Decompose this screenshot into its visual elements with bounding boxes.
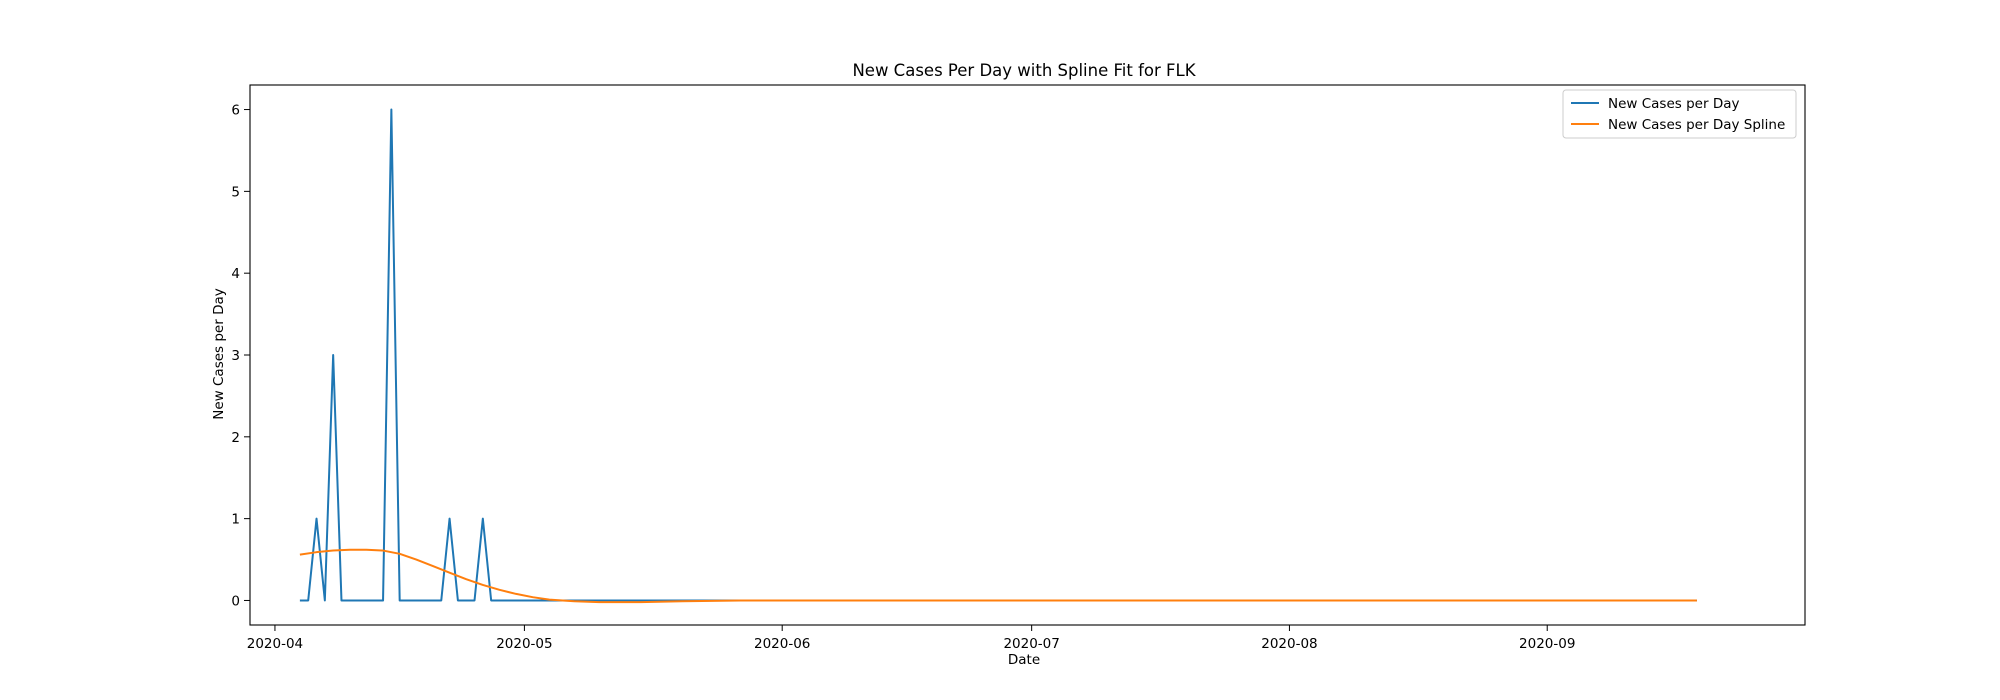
plot-background — [250, 85, 1805, 625]
y-tick-label: 5 — [231, 184, 240, 200]
y-tick-label: 6 — [231, 103, 240, 119]
y-tick-label: 2 — [231, 430, 240, 446]
legend-label: New Cases per Day — [1608, 96, 1739, 112]
x-tick-label: 2020-04 — [247, 636, 303, 652]
x-tick-label: 2020-05 — [496, 636, 552, 652]
x-axis-label: Date — [1008, 652, 1040, 668]
x-tick-label: 2020-09 — [1519, 636, 1575, 652]
y-tick-label: 0 — [231, 593, 240, 609]
chart-title: New Cases Per Day with Spline Fit for FL… — [852, 61, 1196, 80]
x-tick-label: 2020-07 — [1003, 636, 1059, 652]
x-tick-label: 2020-06 — [754, 636, 810, 652]
y-axis-label: New Cases per Day — [211, 288, 227, 419]
legend: New Cases per Day New Cases per Day Splin… — [1562, 89, 1797, 139]
y-axis: 0 1 2 3 4 5 6 — [231, 103, 250, 609]
legend-label: New Cases per Day Spline — [1608, 117, 1785, 133]
y-tick-label: 1 — [231, 512, 240, 528]
y-tick-label: 3 — [231, 348, 240, 364]
x-axis: 2020-04 2020-05 2020-06 2020-07 2020-08 2020-… — [247, 625, 1575, 652]
plot-area — [249, 84, 1806, 626]
series-line-2 — [299, 548, 1697, 604]
legend-box — [1562, 89, 1797, 139]
y-tick-label: 4 — [231, 266, 240, 282]
x-tick-label: 2020-08 — [1261, 636, 1317, 652]
